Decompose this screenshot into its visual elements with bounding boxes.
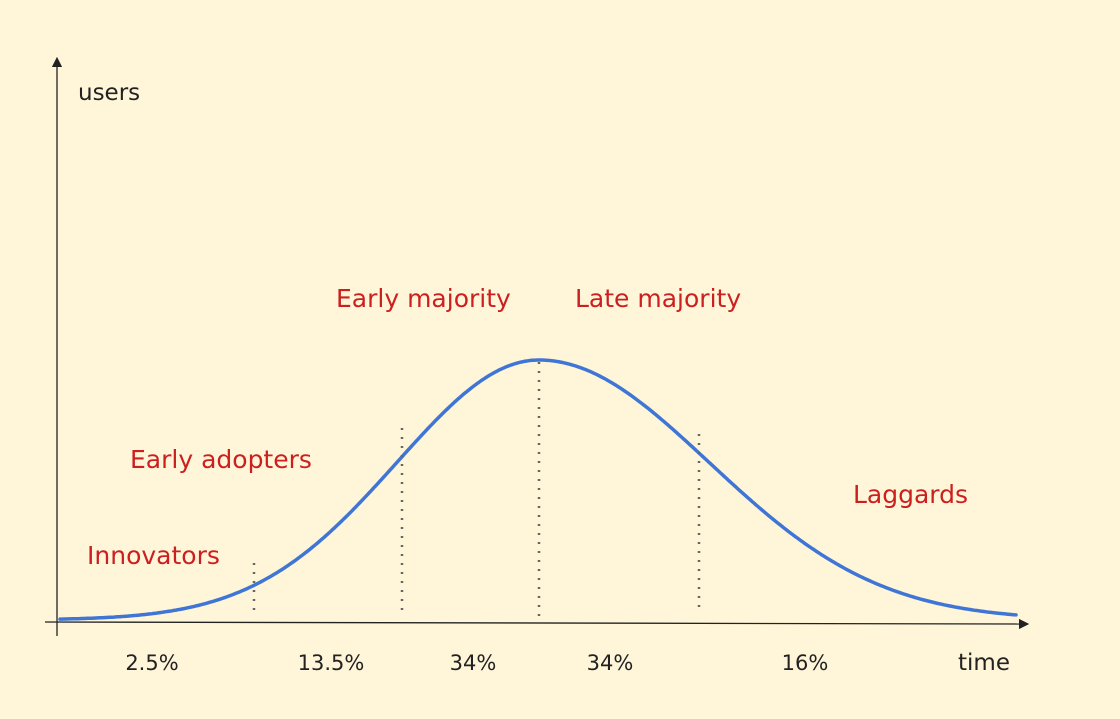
segment-share-innovators: 2.5% <box>125 651 178 675</box>
segment-label-laggards: Laggards <box>853 480 968 509</box>
y-axis-label: users <box>78 80 140 106</box>
segment-share-early-majority: 34% <box>450 651 497 675</box>
segment-label-early-adopters: Early adopters <box>130 445 312 474</box>
x-axis-label: time <box>958 650 1010 676</box>
segment-label-late-majority: Late majority <box>575 284 741 313</box>
adoption-curve <box>58 358 1018 621</box>
x-axis <box>44 618 1030 630</box>
segment-label-early-majority: Early majority <box>336 284 511 313</box>
segment-label-innovators: Innovators <box>87 541 220 570</box>
segment-share-early-adopters: 13.5% <box>298 651 365 675</box>
segment-share-laggards: 16% <box>782 651 829 675</box>
segment-share-late-majority: 34% <box>587 651 634 675</box>
